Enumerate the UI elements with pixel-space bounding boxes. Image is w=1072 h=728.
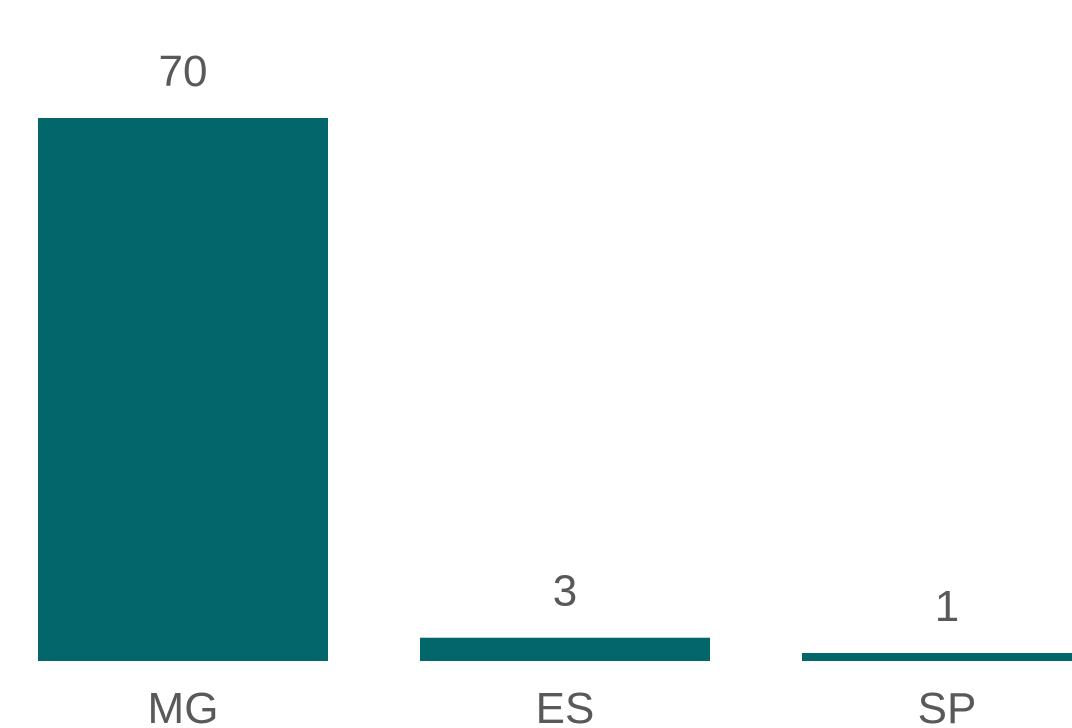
bars-group: [38, 118, 1072, 661]
bar-sp: [802, 653, 1072, 661]
category-label-mg: MG: [148, 684, 219, 728]
category-label-es: ES: [536, 684, 595, 728]
bar-es: [420, 637, 710, 661]
data-label-mg: 70: [159, 47, 208, 96]
category-label-sp: SP: [918, 684, 977, 728]
category-labels-group: MG ES SP: [148, 684, 977, 728]
data-label-sp: 1: [935, 582, 959, 631]
bar-mg: [38, 118, 328, 661]
data-label-es: 3: [553, 567, 577, 616]
value-labels-group: 70 3 1: [159, 47, 960, 631]
